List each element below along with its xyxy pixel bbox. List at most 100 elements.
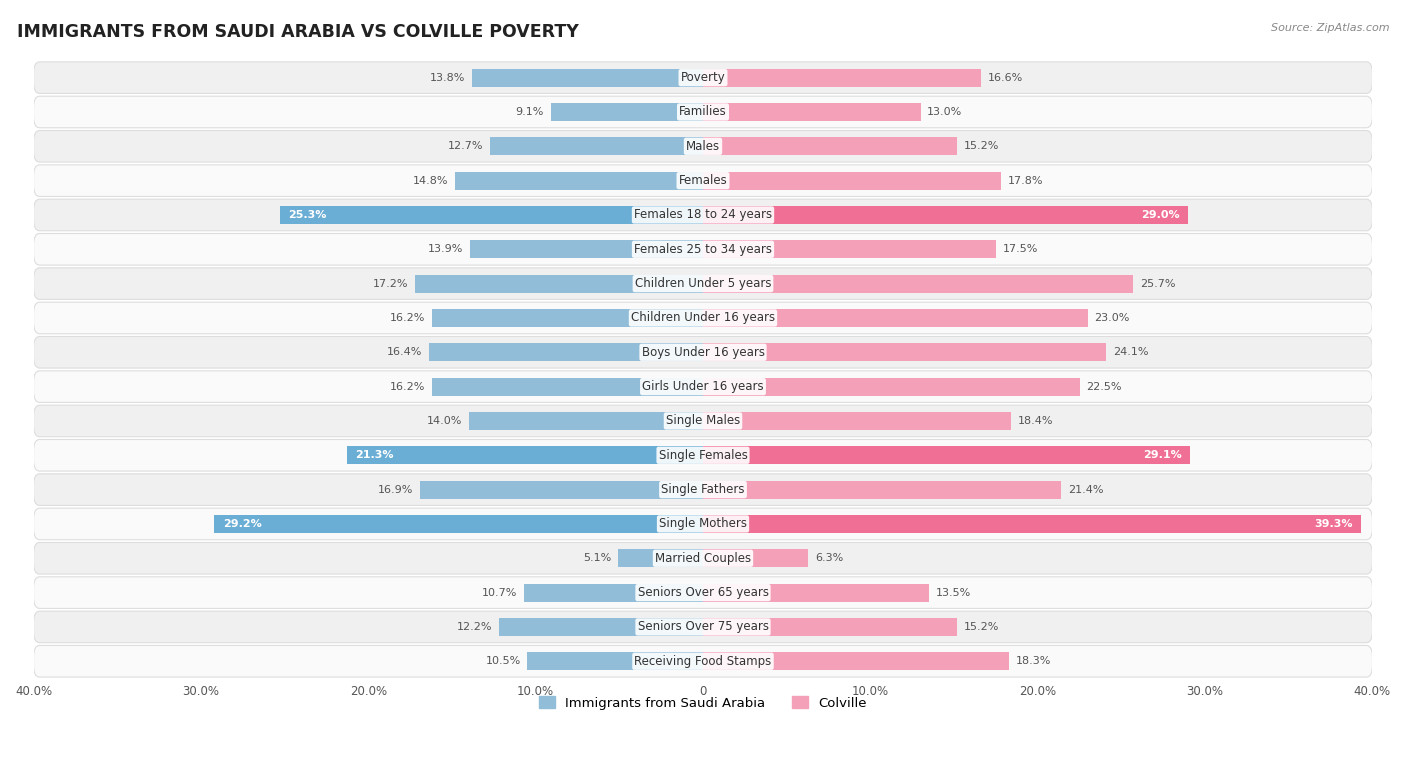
Text: 12.2%: 12.2% xyxy=(457,622,492,632)
Text: Females: Females xyxy=(679,174,727,187)
Text: Girls Under 16 years: Girls Under 16 years xyxy=(643,380,763,393)
Text: 6.3%: 6.3% xyxy=(815,553,844,563)
Bar xyxy=(703,412,1011,430)
Bar xyxy=(617,550,703,567)
Text: Families: Families xyxy=(679,105,727,118)
Bar xyxy=(551,103,703,121)
Bar xyxy=(491,137,703,155)
Bar xyxy=(471,240,703,258)
Text: 13.0%: 13.0% xyxy=(928,107,963,117)
Bar xyxy=(703,137,957,155)
Text: 15.2%: 15.2% xyxy=(965,622,1000,632)
Text: Females 25 to 34 years: Females 25 to 34 years xyxy=(634,243,772,255)
Bar xyxy=(420,481,703,499)
Text: 23.0%: 23.0% xyxy=(1095,313,1130,323)
Bar xyxy=(703,69,981,86)
Text: Children Under 16 years: Children Under 16 years xyxy=(631,312,775,324)
Text: Single Males: Single Males xyxy=(666,415,740,428)
Legend: Immigrants from Saudi Arabia, Colville: Immigrants from Saudi Arabia, Colville xyxy=(534,691,872,715)
Text: Source: ZipAtlas.com: Source: ZipAtlas.com xyxy=(1271,23,1389,33)
Bar xyxy=(703,515,1361,533)
FancyBboxPatch shape xyxy=(34,543,1372,574)
Bar xyxy=(429,343,703,362)
Text: 13.8%: 13.8% xyxy=(430,73,465,83)
Bar xyxy=(472,69,703,86)
Text: 10.7%: 10.7% xyxy=(482,587,517,597)
Text: Children Under 5 years: Children Under 5 years xyxy=(634,277,772,290)
Bar xyxy=(432,377,703,396)
FancyBboxPatch shape xyxy=(34,646,1372,677)
Text: 22.5%: 22.5% xyxy=(1087,381,1122,392)
Bar xyxy=(703,377,1080,396)
Text: 16.6%: 16.6% xyxy=(987,73,1022,83)
Bar xyxy=(214,515,703,533)
Text: 39.3%: 39.3% xyxy=(1313,519,1353,529)
Text: 14.8%: 14.8% xyxy=(413,176,449,186)
Text: 16.2%: 16.2% xyxy=(389,313,425,323)
Text: 17.8%: 17.8% xyxy=(1008,176,1043,186)
Bar xyxy=(524,584,703,602)
Text: Seniors Over 65 years: Seniors Over 65 years xyxy=(637,586,769,599)
Text: 18.3%: 18.3% xyxy=(1017,656,1052,666)
Bar xyxy=(703,584,929,602)
FancyBboxPatch shape xyxy=(34,199,1372,230)
FancyBboxPatch shape xyxy=(34,474,1372,506)
Bar xyxy=(703,653,1010,670)
Bar xyxy=(703,309,1088,327)
Text: 29.0%: 29.0% xyxy=(1142,210,1180,220)
Text: 25.3%: 25.3% xyxy=(288,210,326,220)
Text: Single Mothers: Single Mothers xyxy=(659,518,747,531)
Text: 25.7%: 25.7% xyxy=(1140,279,1175,289)
FancyBboxPatch shape xyxy=(34,406,1372,437)
Text: Boys Under 16 years: Boys Under 16 years xyxy=(641,346,765,359)
Bar xyxy=(703,446,1189,464)
FancyBboxPatch shape xyxy=(34,62,1372,93)
Text: 29.1%: 29.1% xyxy=(1143,450,1181,460)
Text: 21.4%: 21.4% xyxy=(1067,484,1104,495)
FancyBboxPatch shape xyxy=(34,371,1372,402)
Text: 15.2%: 15.2% xyxy=(965,141,1000,152)
Bar xyxy=(346,446,703,464)
Text: Seniors Over 75 years: Seniors Over 75 years xyxy=(637,621,769,634)
Text: Single Females: Single Females xyxy=(658,449,748,462)
Text: 14.0%: 14.0% xyxy=(426,416,463,426)
Text: 16.4%: 16.4% xyxy=(387,347,422,357)
Text: IMMIGRANTS FROM SAUDI ARABIA VS COLVILLE POVERTY: IMMIGRANTS FROM SAUDI ARABIA VS COLVILLE… xyxy=(17,23,579,41)
Text: 9.1%: 9.1% xyxy=(516,107,544,117)
FancyBboxPatch shape xyxy=(34,96,1372,128)
FancyBboxPatch shape xyxy=(34,302,1372,334)
FancyBboxPatch shape xyxy=(34,130,1372,162)
Bar xyxy=(703,172,1001,190)
Text: 21.3%: 21.3% xyxy=(354,450,394,460)
Bar xyxy=(703,103,921,121)
Bar xyxy=(432,309,703,327)
Text: Single Fathers: Single Fathers xyxy=(661,483,745,496)
Text: 17.2%: 17.2% xyxy=(373,279,409,289)
FancyBboxPatch shape xyxy=(34,337,1372,368)
FancyBboxPatch shape xyxy=(34,233,1372,265)
Text: Receiving Food Stamps: Receiving Food Stamps xyxy=(634,655,772,668)
Bar xyxy=(527,653,703,670)
FancyBboxPatch shape xyxy=(34,268,1372,299)
Bar xyxy=(703,550,808,567)
Text: Females 18 to 24 years: Females 18 to 24 years xyxy=(634,208,772,221)
Text: 17.5%: 17.5% xyxy=(1002,244,1038,254)
Bar xyxy=(703,206,1188,224)
FancyBboxPatch shape xyxy=(34,611,1372,643)
Text: 10.5%: 10.5% xyxy=(485,656,520,666)
Bar xyxy=(415,274,703,293)
FancyBboxPatch shape xyxy=(34,164,1372,196)
Text: 24.1%: 24.1% xyxy=(1114,347,1149,357)
Text: Poverty: Poverty xyxy=(681,71,725,84)
Text: Males: Males xyxy=(686,139,720,153)
Text: 13.5%: 13.5% xyxy=(935,587,972,597)
Text: 5.1%: 5.1% xyxy=(582,553,612,563)
FancyBboxPatch shape xyxy=(34,508,1372,540)
Bar xyxy=(499,618,703,636)
Bar xyxy=(703,618,957,636)
Bar xyxy=(703,240,995,258)
Text: Married Couples: Married Couples xyxy=(655,552,751,565)
Bar xyxy=(703,343,1107,362)
FancyBboxPatch shape xyxy=(34,577,1372,609)
Text: 29.2%: 29.2% xyxy=(222,519,262,529)
